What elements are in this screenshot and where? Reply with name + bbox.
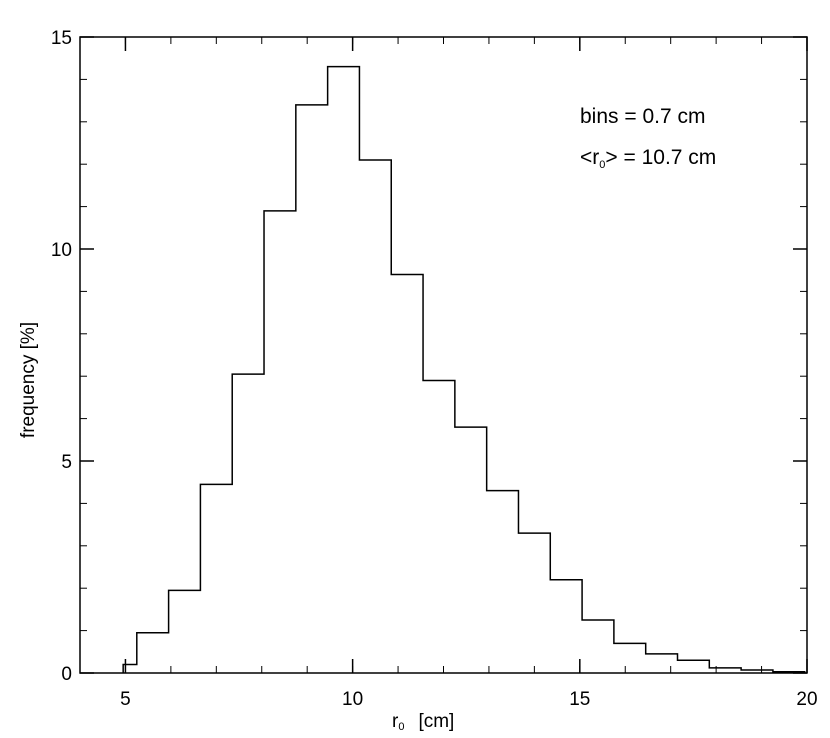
histogram-bar <box>328 67 360 673</box>
x-tick-label: 20 <box>796 689 817 710</box>
histogram-outline <box>122 65 806 673</box>
histogram-bar <box>773 672 805 673</box>
histogram-bar <box>678 660 710 673</box>
histogram-bar <box>264 211 296 673</box>
histogram-bar <box>359 160 391 673</box>
histogram-bar <box>741 670 773 673</box>
histogram-bar <box>646 654 678 673</box>
histogram-bar <box>296 105 328 673</box>
histogram-bar <box>200 484 232 673</box>
histogram-bar <box>123 665 137 673</box>
histogram-bar <box>709 668 741 673</box>
histogram-bar <box>487 491 519 673</box>
y-tick-label: 0 <box>61 664 72 685</box>
histogram-bar <box>550 580 582 673</box>
x-axis-label: r0 [cm] <box>392 711 454 733</box>
histogram-bar <box>423 380 455 673</box>
x-tick-labels: 5 10 15 20 <box>120 689 817 710</box>
histogram-bar <box>232 374 264 673</box>
histogram-bar <box>518 533 550 673</box>
y-tick-label: 15 <box>51 28 72 49</box>
histogram-bar <box>391 274 423 673</box>
x-tick-label: 10 <box>342 689 363 710</box>
histogram-bar <box>169 590 201 673</box>
histogram-bar <box>582 620 614 673</box>
y-tick-label: 10 <box>51 240 72 261</box>
y-axis-label: frequency [%] <box>18 322 39 438</box>
x-tick-label: 5 <box>120 689 131 710</box>
major-ticks <box>80 36 808 674</box>
histogram-bar <box>137 633 169 673</box>
histogram-bar <box>455 427 487 673</box>
annotation-bins: bins = 0.7 cm <box>580 105 705 128</box>
x-tick-label: 15 <box>569 689 590 710</box>
histogram-bar <box>614 643 646 673</box>
y-tick-label: 5 <box>61 452 72 473</box>
y-tick-labels: 0 5 10 15 <box>51 28 72 685</box>
annotation-mean: <r0> = 10.7 cm <box>580 146 716 171</box>
